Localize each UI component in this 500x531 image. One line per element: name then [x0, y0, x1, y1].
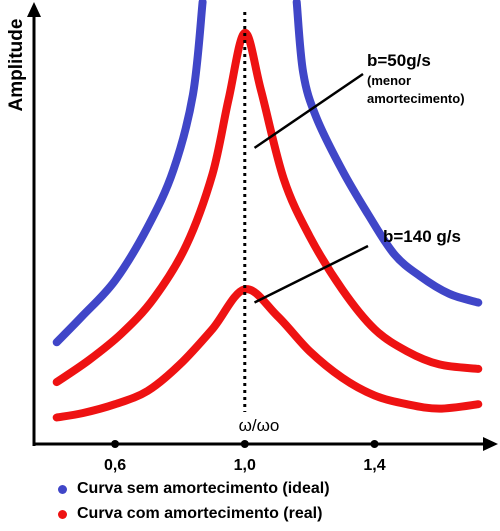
legend-label-ideal: Curva sem amortecimento (ideal): [77, 480, 330, 497]
legend-item-real: Curva com amortecimento (real): [58, 505, 498, 523]
annotation-b140: b=140 g/s: [383, 227, 461, 246]
x-axis-label: ω/ωo: [239, 416, 280, 435]
legend-item-ideal: Curva sem amortecimento (ideal): [58, 480, 498, 498]
annotation-b50-note-1: (menor: [367, 73, 411, 88]
y-axis-label: Amplitude: [6, 19, 27, 112]
annotation-b50: b=50g/s: [367, 51, 431, 70]
series-line-ideal-1: [52, 0, 207, 347]
legend-dot-red: [58, 509, 67, 519]
annotation-leader-b140: [253, 244, 369, 304]
x-tick-label: 1,0: [234, 457, 256, 474]
legend-label-real: Curva com amortecimento (real): [77, 505, 323, 522]
x-tick-label: 1,4: [363, 457, 385, 474]
series-line-ideal-2: [292, 0, 483, 307]
y-axis-arrow: [27, 2, 41, 17]
x-tick-label: 0,6: [104, 457, 126, 474]
series-line-b50: [52, 28, 483, 387]
series-line-b140: [52, 285, 483, 422]
x-axis-arrow: [483, 437, 498, 451]
annotation-leader-b50: [253, 72, 364, 149]
annotation-b50-note-2: amortecimento): [367, 91, 465, 106]
legend-dot-blue: [58, 484, 67, 494]
